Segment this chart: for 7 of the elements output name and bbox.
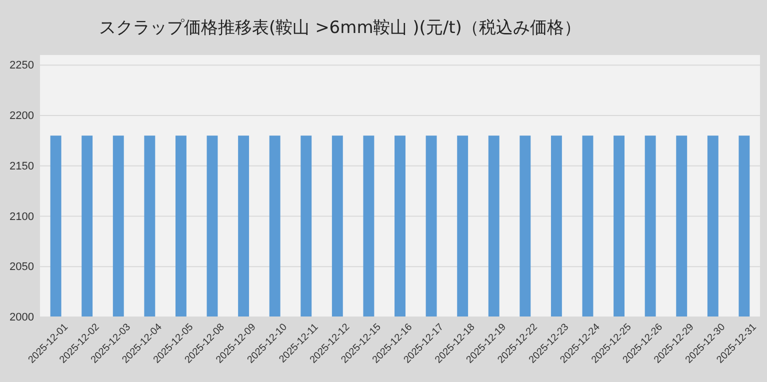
y-tick-label: 2100 — [10, 210, 34, 223]
y-tick-label: 2200 — [10, 110, 34, 122]
y-tick-label: 2050 — [10, 261, 34, 274]
chart-title: スクラップ価格推移表(鞍山 >6mm鞍山 )(元/t)（税込み価格） — [99, 18, 581, 38]
y-tick-label: 2250 — [10, 60, 34, 72]
y-tick-label: 2150 — [10, 160, 34, 172]
y-tick-label: 2000 — [10, 312, 34, 324]
